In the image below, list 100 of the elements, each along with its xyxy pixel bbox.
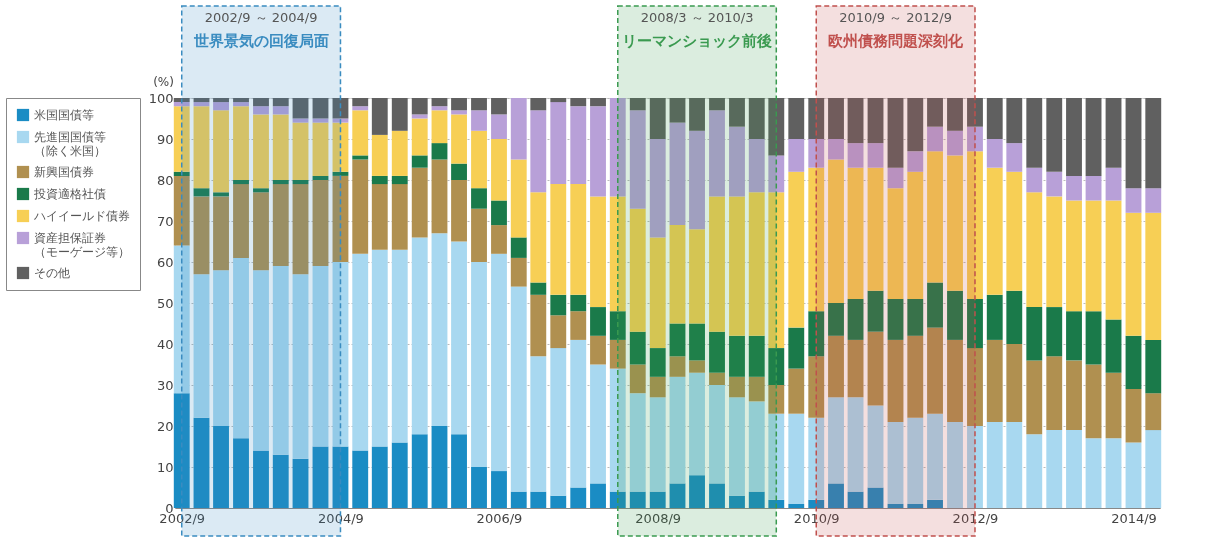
bar [411,114,428,119]
bar [213,196,229,271]
bar [1125,335,1142,390]
bar [1066,200,1082,312]
bar [332,171,349,176]
bar [590,483,606,508]
bar [391,98,408,131]
bar [649,98,666,139]
bar [927,499,943,508]
bar [1125,389,1142,443]
bar [887,98,904,168]
bar [590,307,606,336]
bar [570,487,587,508]
bar [768,192,785,349]
bar [371,98,388,135]
bar [510,159,527,238]
bar [431,159,448,234]
bar [867,290,884,332]
bar [173,98,190,103]
bar [371,446,388,508]
bar [1066,430,1082,508]
bar [193,106,210,189]
bar [213,102,229,111]
bar [1046,356,1063,431]
bar [550,294,567,316]
bar [689,323,705,361]
bar [233,102,249,107]
bar [253,270,269,451]
bar [729,397,745,496]
y-tick-label: 80 [156,172,174,188]
bar [808,311,825,357]
bar [213,270,229,426]
bar [233,98,249,103]
bar [1105,319,1122,373]
bar [907,503,924,508]
bar [689,130,705,230]
bar [332,122,349,172]
bar [292,98,309,119]
bar [907,171,924,299]
bar [1145,212,1162,340]
bar [371,175,388,185]
bar [352,159,369,254]
bar [1085,364,1102,439]
bar [1026,98,1043,168]
bar [371,249,388,447]
bar [233,106,249,180]
bar [570,294,587,312]
bar [1006,344,1023,422]
y-tick-label: 10 [156,459,174,475]
bar [1006,171,1023,291]
bar [927,327,943,414]
bar [233,184,249,258]
bar [530,110,547,193]
x-tick-label: 2012/9 [952,510,999,526]
bar [1145,188,1162,213]
bar [352,155,369,160]
bar [986,98,1003,139]
bar [748,98,765,139]
bar [689,475,705,508]
bar [272,106,289,115]
bar [530,491,547,508]
bar [272,454,289,508]
bar [768,499,785,508]
bar [550,98,567,103]
bar [887,421,904,504]
y-tick-label: 30 [156,377,174,393]
bar [530,282,547,295]
bar [391,175,408,185]
bar [570,98,587,107]
bar [947,155,963,291]
legend-label: その他 [34,266,70,280]
bar [1145,98,1162,189]
bar [808,417,825,500]
bar [332,98,349,119]
bar [828,159,844,303]
bar [729,98,745,127]
bar [669,376,686,484]
bar [709,385,725,484]
bar [986,294,1003,340]
bar [391,442,408,508]
legend-label: 投資適格社債 [33,187,106,201]
bar [530,98,547,111]
bar [709,196,725,332]
bar [411,98,428,115]
bar [510,98,527,160]
bar [907,151,924,172]
bar [1145,393,1162,431]
y-tick-label: 60 [156,254,174,270]
bar [292,118,309,123]
bar [768,385,785,414]
bar [1085,438,1102,508]
bar [233,180,249,185]
bar [510,237,527,258]
legend-label: 新興国債券 [34,165,94,179]
bar [887,298,904,340]
bar [828,98,844,139]
bar [590,196,606,308]
bar [847,143,864,168]
bar [272,98,289,107]
bar [669,225,686,324]
